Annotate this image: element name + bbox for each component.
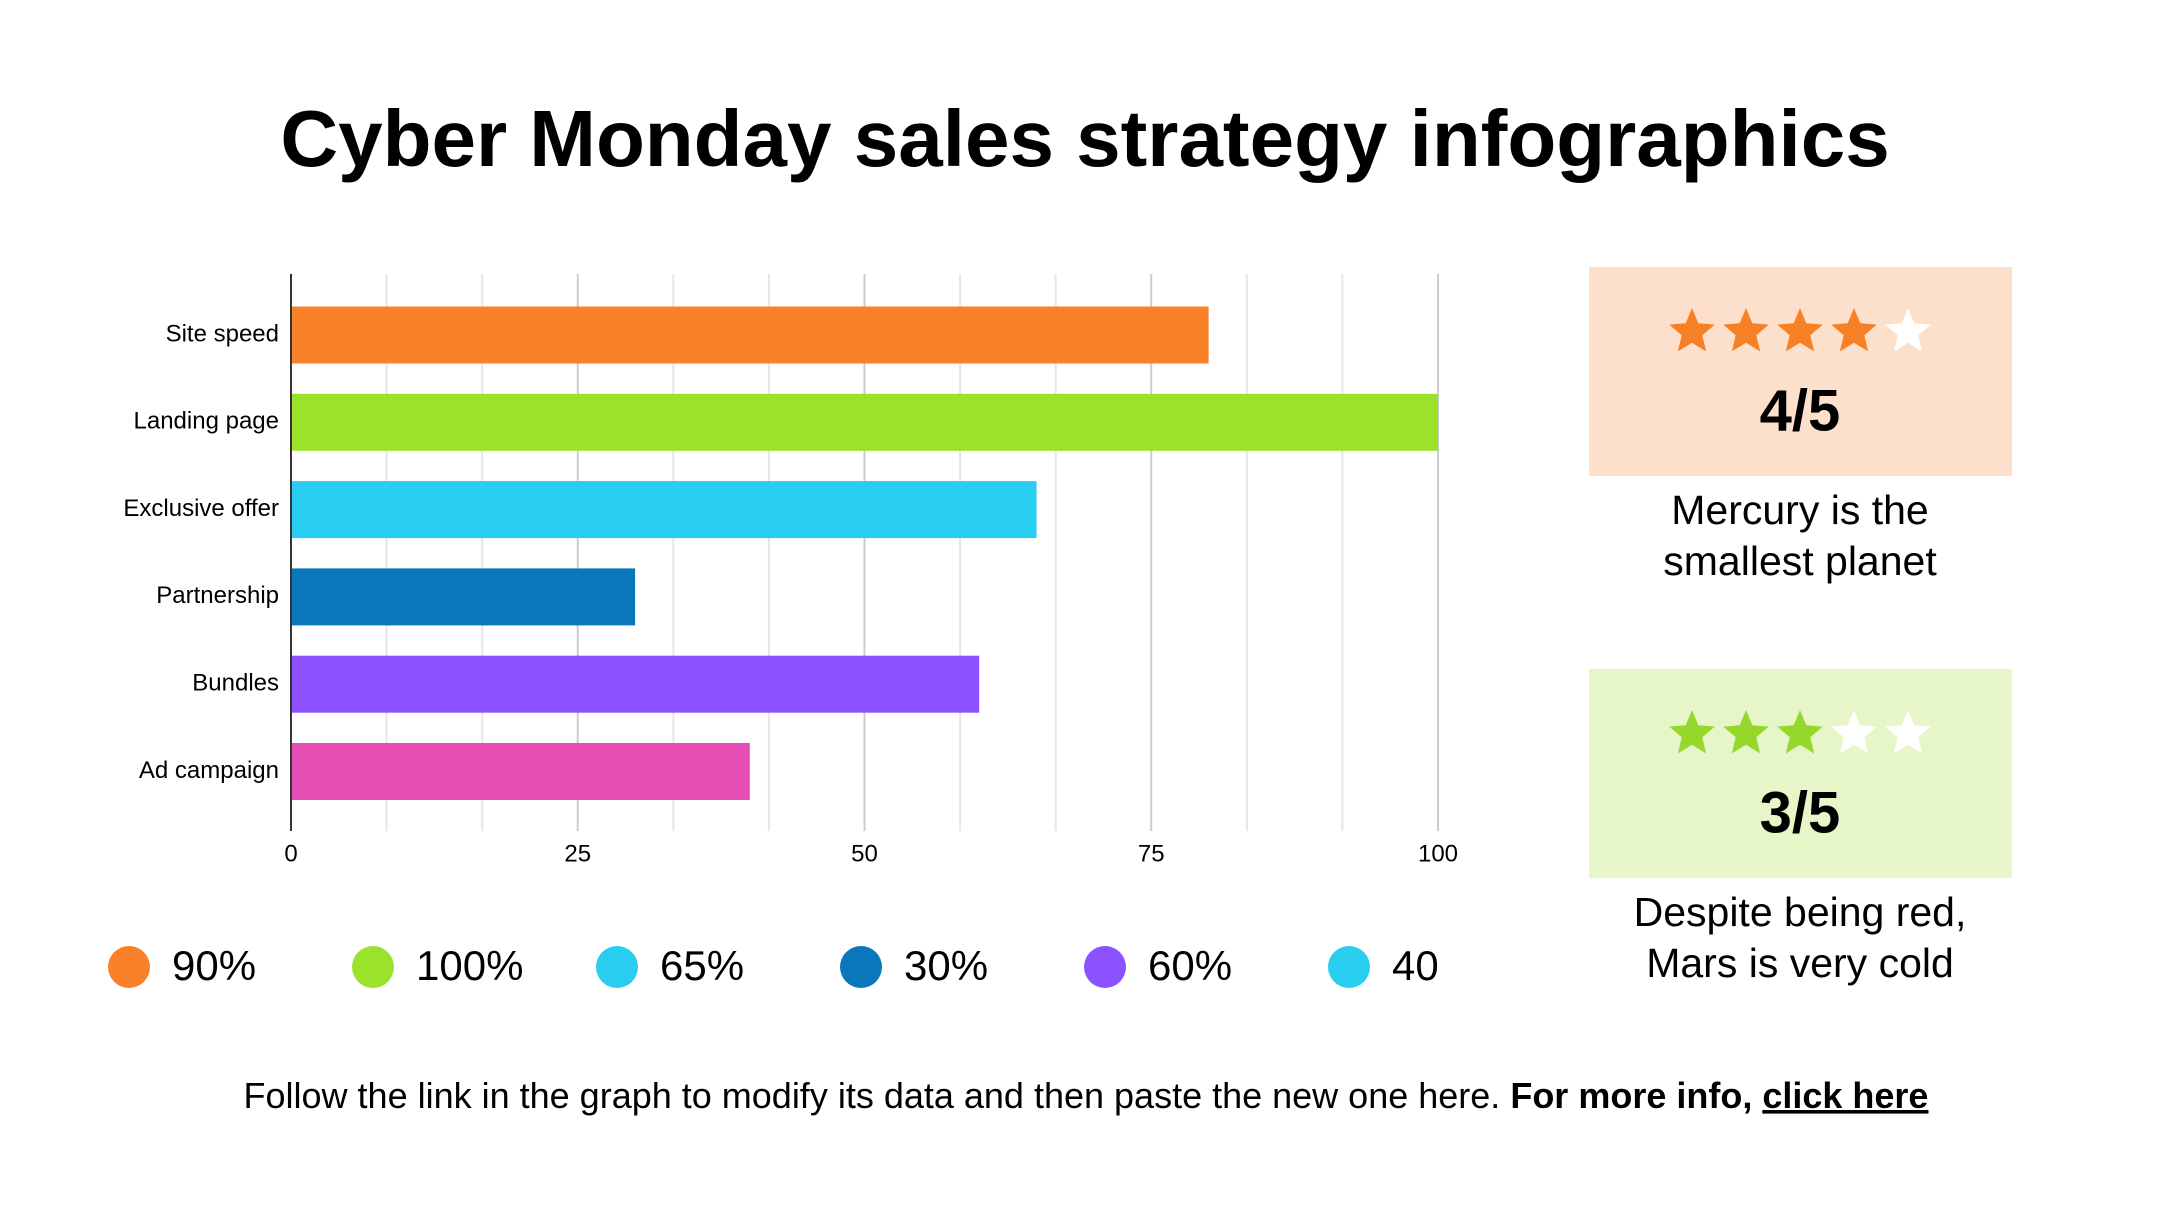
- legend-label: 40: [1392, 942, 1439, 989]
- y-tick-label: Landing page: [134, 408, 279, 435]
- bar: [291, 655, 980, 713]
- x-tick-label: 0: [284, 840, 297, 867]
- card-text: Mars is very cold: [1646, 940, 1954, 986]
- bar: [291, 393, 1438, 451]
- legend-label: 65%: [660, 942, 744, 989]
- star: [1831, 710, 1877, 754]
- star: [1777, 710, 1823, 754]
- rating: 4/5: [1760, 378, 1841, 443]
- y-tick-label: Bundles: [192, 670, 279, 697]
- star: [1723, 308, 1769, 352]
- star: [1669, 308, 1715, 352]
- bar: [291, 306, 1209, 364]
- title: Cyber Monday sales strategy infographics: [280, 94, 1889, 183]
- legend-label: 60%: [1148, 942, 1232, 989]
- card-background: [1589, 669, 2012, 878]
- card-background: [1589, 267, 2012, 476]
- x-tick-label: 100: [1418, 840, 1458, 867]
- legend-label: 90%: [172, 942, 256, 989]
- star: [1885, 308, 1931, 352]
- x-tick-label: 25: [564, 840, 591, 867]
- bar: [291, 743, 750, 800]
- star: [1777, 308, 1823, 352]
- star: [1723, 710, 1769, 754]
- rating: 3/5: [1760, 780, 1841, 845]
- legend-dot: [1084, 946, 1126, 988]
- footer-text: Follow the link in the graph to modify i…: [244, 1075, 1501, 1116]
- star: [1831, 308, 1877, 352]
- x-tick-label: 75: [1138, 840, 1165, 867]
- legend-dot: [352, 946, 394, 988]
- y-tick-label: Ad campaign: [139, 757, 279, 784]
- y-tick-label: Exclusive offer: [123, 495, 279, 522]
- legend-dot: [108, 946, 150, 988]
- legend-dot: [840, 946, 882, 988]
- card-text: smallest planet: [1663, 538, 1937, 584]
- bar: [291, 481, 1037, 539]
- x-tick-label: 50: [851, 840, 878, 867]
- legend-label: 30%: [904, 942, 988, 989]
- footer-bold: For more info,: [1510, 1075, 1752, 1116]
- footer: Follow the link in the graph to modify i…: [244, 1075, 1929, 1116]
- card-text: Despite being red,: [1634, 889, 1967, 935]
- footer-link[interactable]: click here: [1762, 1075, 1928, 1116]
- legend-label: 100%: [416, 942, 523, 989]
- star: [1669, 710, 1715, 754]
- y-tick-label: Site speed: [166, 320, 279, 347]
- rating-card: 4/5 Mercury is the smallest planet: [1589, 267, 2012, 584]
- legend-dot: [596, 946, 638, 988]
- rating-card: 3/5 Despite being red, Mars is very cold: [1589, 669, 2012, 986]
- star: [1885, 710, 1931, 754]
- legend-dot: [1328, 946, 1370, 988]
- y-tick-label: Partnership: [156, 582, 279, 609]
- bar: [291, 568, 636, 626]
- card-text: Mercury is the: [1671, 487, 1928, 533]
